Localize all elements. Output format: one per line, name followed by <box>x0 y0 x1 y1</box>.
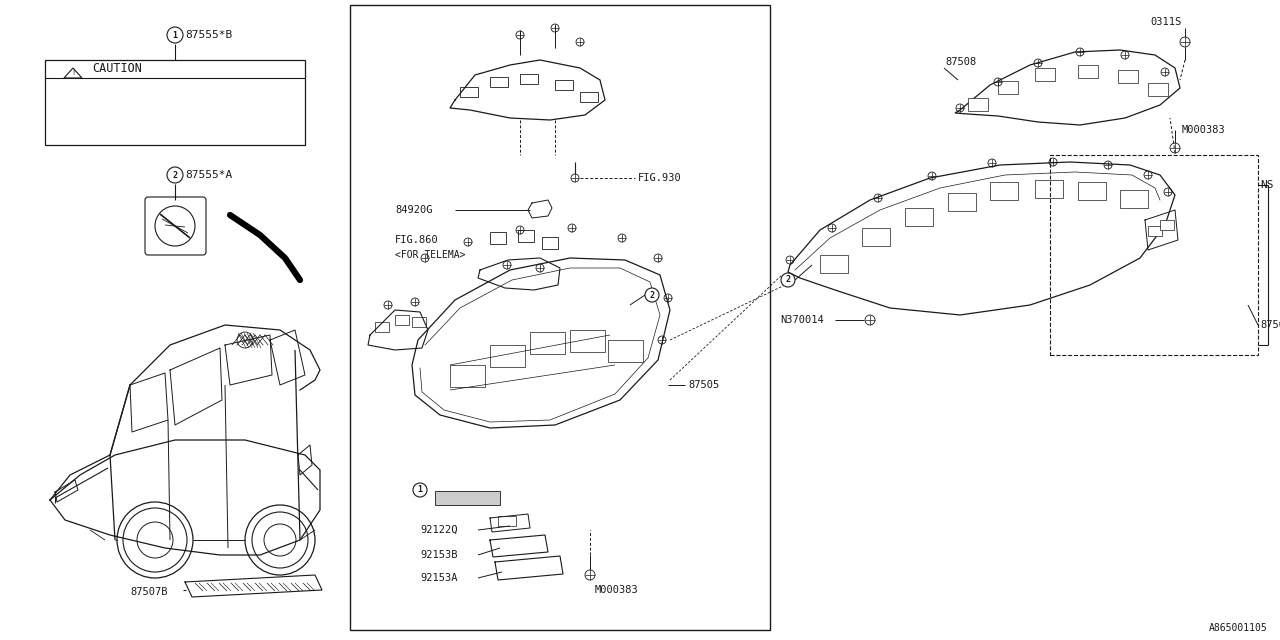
Text: FIG.930: FIG.930 <box>637 173 682 183</box>
Polygon shape <box>955 50 1180 125</box>
Polygon shape <box>788 162 1175 315</box>
Text: 87555*A: 87555*A <box>186 170 232 180</box>
Bar <box>518 230 534 242</box>
FancyBboxPatch shape <box>145 197 206 255</box>
Bar <box>861 228 890 246</box>
Bar <box>580 92 598 102</box>
Text: A865001105: A865001105 <box>1210 623 1268 633</box>
Text: M000383: M000383 <box>595 585 639 595</box>
Bar <box>490 77 508 87</box>
Text: !: ! <box>70 70 76 76</box>
Bar <box>375 322 389 332</box>
Text: 1: 1 <box>417 486 422 495</box>
Text: 87501: 87501 <box>1260 320 1280 330</box>
Text: 87505: 87505 <box>689 380 719 390</box>
Bar <box>998 81 1018 94</box>
Bar <box>396 315 410 325</box>
Bar <box>608 340 643 362</box>
Text: N370014: N370014 <box>780 315 824 325</box>
Bar <box>451 365 485 387</box>
Bar <box>530 332 564 354</box>
Bar <box>541 237 558 249</box>
Polygon shape <box>412 258 669 428</box>
Bar <box>1148 83 1169 96</box>
Text: 1: 1 <box>173 31 178 40</box>
Circle shape <box>645 288 659 302</box>
Text: M000383: M000383 <box>1181 125 1226 135</box>
Bar <box>1050 155 1258 355</box>
Bar <box>570 330 605 352</box>
Text: CAUTION: CAUTION <box>92 63 142 76</box>
Text: 84920G: 84920G <box>396 205 433 215</box>
Circle shape <box>413 483 428 497</box>
Bar <box>1148 226 1162 236</box>
Bar <box>905 208 933 226</box>
Text: 92122Q: 92122Q <box>420 525 457 535</box>
Text: 87508: 87508 <box>945 57 977 67</box>
Bar <box>1120 190 1148 208</box>
Bar <box>1078 65 1098 78</box>
Circle shape <box>166 27 183 43</box>
Text: 2: 2 <box>786 275 791 285</box>
Bar <box>948 193 977 211</box>
Circle shape <box>166 167 183 183</box>
Text: 2: 2 <box>173 170 178 179</box>
Bar <box>1036 180 1062 198</box>
Bar <box>1078 182 1106 200</box>
Bar <box>1036 68 1055 81</box>
Bar <box>1117 70 1138 83</box>
Bar <box>349 5 771 630</box>
Bar <box>490 232 506 244</box>
Bar <box>498 516 516 526</box>
Bar <box>412 317 426 327</box>
Circle shape <box>781 273 795 287</box>
Text: FIG.860: FIG.860 <box>396 235 439 245</box>
Bar <box>556 80 573 90</box>
Bar <box>1160 220 1174 230</box>
Text: NS: NS <box>1260 180 1274 190</box>
Text: 92153B: 92153B <box>420 550 457 560</box>
Bar <box>45 60 305 145</box>
Text: 87555*B: 87555*B <box>186 30 232 40</box>
Text: 2: 2 <box>649 291 654 300</box>
Text: 0311S: 0311S <box>1149 17 1181 27</box>
Bar <box>820 255 849 273</box>
Text: 87507B: 87507B <box>131 587 168 597</box>
Bar <box>520 74 538 84</box>
Bar <box>490 345 525 367</box>
Bar <box>968 98 988 111</box>
Text: 92153A: 92153A <box>420 573 457 583</box>
Bar <box>435 491 500 505</box>
Bar <box>460 87 477 97</box>
Text: <FOR TELEMA>: <FOR TELEMA> <box>396 250 466 260</box>
Bar <box>989 182 1018 200</box>
